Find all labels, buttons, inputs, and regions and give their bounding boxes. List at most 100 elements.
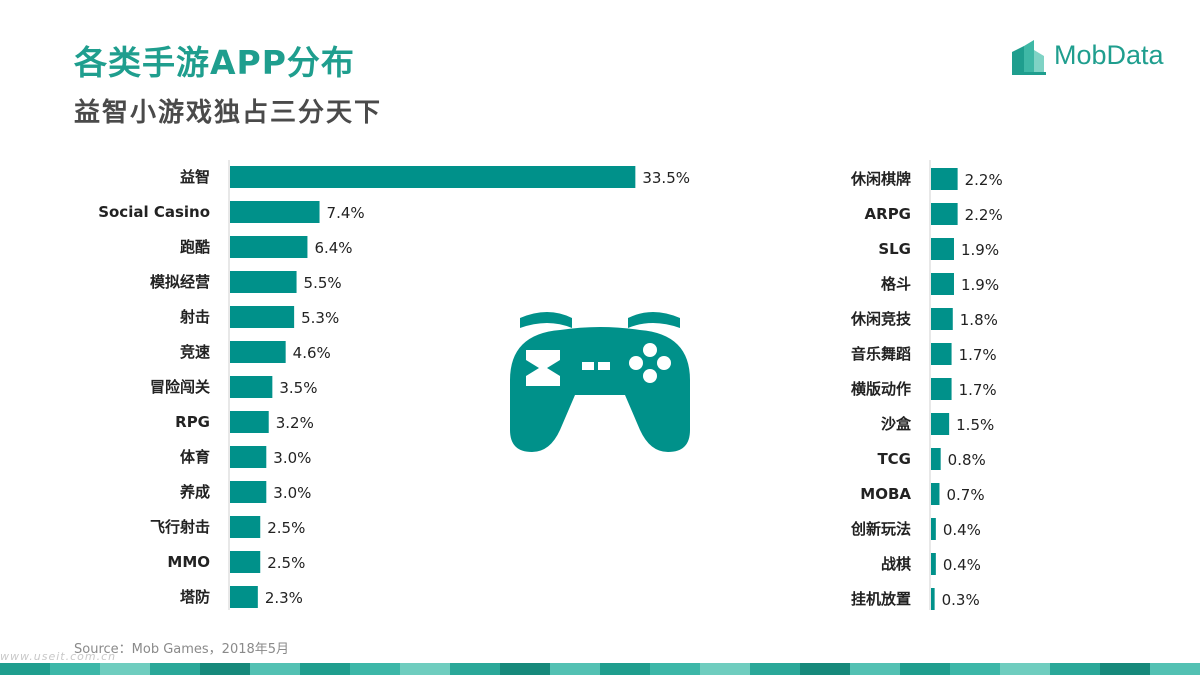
watermark: www.useit.com.cn (0, 650, 117, 663)
left-category-label: RPG (175, 413, 210, 431)
left-category-label: 养成 (179, 483, 210, 501)
left-value-label: 2.5% (267, 519, 305, 537)
left-bar (230, 236, 308, 258)
right-bar (931, 553, 936, 575)
right-value-label: 0.4% (943, 521, 981, 539)
stripe-segment (1150, 663, 1200, 675)
left-category-label: 模拟经营 (150, 273, 210, 291)
stripe-segment (700, 663, 750, 675)
left-bar (230, 551, 261, 573)
right-bar (931, 238, 954, 260)
stripe-segment (950, 663, 1000, 675)
right-value-label: 2.2% (965, 206, 1003, 224)
right-bar (931, 378, 952, 400)
stripe-segment (550, 663, 600, 675)
left-bar (230, 271, 297, 293)
right-value-label: 1.9% (961, 276, 999, 294)
right-category-label: ARPG (865, 205, 911, 223)
right-value-label: 0.3% (942, 591, 980, 609)
left-category-label: 跑酷 (180, 238, 210, 256)
right-bar (931, 588, 935, 610)
stripe-segment (750, 663, 800, 675)
left-value-label: 3.0% (273, 449, 311, 467)
right-category-label: 格斗 (881, 275, 911, 293)
source-note: Source：Mob Games，2018年5月 (74, 642, 290, 657)
stripe-segment (50, 663, 100, 675)
left-value-label: 33.5% (642, 169, 690, 187)
stripe-segment (0, 663, 50, 675)
stripe-segment (400, 663, 450, 675)
right-value-label: 1.8% (960, 311, 998, 329)
stripe-segment (1000, 663, 1050, 675)
right-value-label: 0.4% (943, 556, 981, 574)
right-bar (931, 343, 952, 365)
left-bar (230, 201, 320, 223)
mobdata-logo: MobData (1010, 36, 1185, 76)
left-value-label: 2.5% (267, 554, 305, 572)
right-category-label: 横版动作 (851, 380, 911, 398)
right-bar (931, 413, 950, 435)
left-category-label: 飞行射击 (150, 518, 210, 536)
left-category-label: 射击 (179, 308, 210, 326)
left-category-label: MMO (167, 553, 210, 571)
right-category-label: MOBA (860, 485, 911, 503)
right-category-label: TCG (877, 450, 911, 468)
right-bar (931, 168, 958, 190)
left-bar (230, 481, 267, 503)
stripe-segment (350, 663, 400, 675)
right-value-label: 0.7% (946, 486, 984, 504)
left-bar (230, 516, 261, 538)
right-category-label: 挂机放置 (851, 590, 911, 608)
left-value-label: 3.2% (276, 414, 314, 432)
left-category-label: 益智 (180, 168, 210, 186)
right-category-label: SLG (878, 240, 911, 258)
right-bar (931, 203, 958, 225)
logo-text: MobData (1054, 40, 1164, 70)
right-bar (931, 448, 941, 470)
stripe-segment (500, 663, 550, 675)
stripe-segment (250, 663, 300, 675)
right-bar (931, 518, 936, 540)
left-value-label: 3.5% (279, 379, 317, 397)
stripe-segment (900, 663, 950, 675)
right-category-label: 音乐舞蹈 (851, 345, 911, 363)
building-logo-icon (1012, 40, 1046, 75)
stripe-segment (1100, 663, 1150, 675)
stripe-segment (200, 663, 250, 675)
left-category-label: Social Casino (98, 203, 210, 221)
left-bar (230, 446, 267, 468)
stripe-segment (450, 663, 500, 675)
stripe-segment (1050, 663, 1100, 675)
left-value-label: 3.0% (273, 484, 311, 502)
stripe-segment (850, 663, 900, 675)
right-value-label: 1.7% (959, 381, 997, 399)
footer-stripe (0, 663, 1200, 675)
stripe-segment (650, 663, 700, 675)
right-category-label: 战棋 (881, 555, 911, 573)
right-category-label: 休闲竞技 (850, 310, 912, 328)
left-category-label: 竞速 (180, 343, 210, 361)
left-category-label: 冒险闯关 (150, 378, 210, 396)
left-bar (230, 411, 269, 433)
left-bar (230, 166, 636, 188)
stripe-segment (150, 663, 200, 675)
stripe-segment (800, 663, 850, 675)
left-category-label: 体育 (180, 448, 210, 466)
stripe-segment (600, 663, 650, 675)
stripe-segment (300, 663, 350, 675)
gamepad-icon (510, 312, 690, 452)
left-value-label: 6.4% (314, 239, 352, 257)
right-value-label: 1.9% (961, 241, 999, 259)
chart-right: 休闲棋牌 2.2% ARPG 2.2% SLG 1.9% 格斗 1.9% 休闲竞技 1.8% 音乐舞… (850, 160, 1003, 610)
left-bar (230, 586, 258, 608)
right-bar (931, 273, 954, 295)
right-value-label: 1.5% (956, 416, 994, 434)
right-value-label: 2.2% (965, 171, 1003, 189)
right-category-label: 沙盒 (881, 415, 912, 433)
stripe-segment (100, 663, 150, 675)
left-category-label: 塔防 (180, 588, 210, 606)
left-bar (230, 376, 273, 398)
right-category-label: 休闲棋牌 (850, 170, 911, 188)
left-value-label: 2.3% (265, 589, 303, 607)
